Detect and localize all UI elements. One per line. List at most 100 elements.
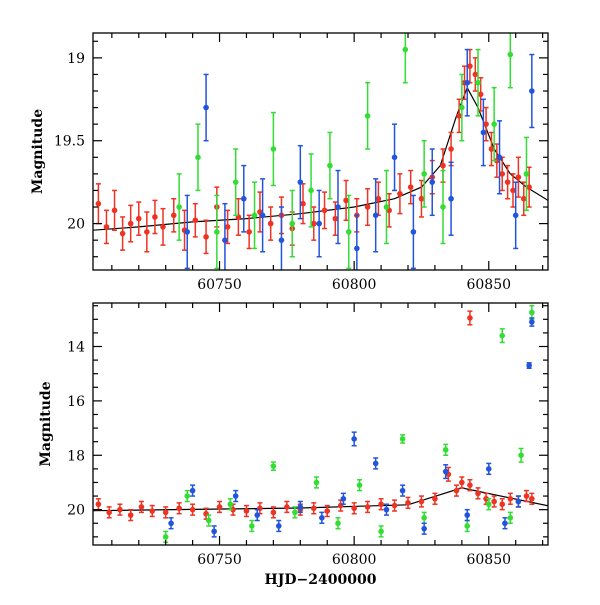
point-marker bbox=[440, 162, 446, 169]
x-tick-label: 60750 bbox=[197, 277, 242, 293]
data-point bbox=[391, 123, 398, 192]
point-marker bbox=[402, 46, 409, 53]
point-marker bbox=[95, 200, 102, 207]
data-point bbox=[421, 139, 427, 208]
point-marker bbox=[254, 512, 261, 518]
point-marker bbox=[510, 187, 516, 194]
data-point bbox=[518, 447, 524, 463]
point-marker bbox=[410, 229, 417, 235]
point-marker bbox=[429, 179, 436, 185]
data-point bbox=[502, 517, 508, 530]
point-marker bbox=[340, 495, 347, 502]
point-marker bbox=[477, 91, 484, 98]
point-marker bbox=[515, 498, 522, 505]
data-point bbox=[372, 457, 379, 470]
point-marker bbox=[275, 523, 282, 529]
point-marker bbox=[106, 509, 112, 516]
data-point bbox=[222, 202, 228, 270]
point-marker bbox=[259, 212, 266, 219]
data-point bbox=[211, 525, 217, 538]
data-point bbox=[205, 514, 212, 527]
data-point bbox=[512, 181, 519, 250]
data-point bbox=[480, 98, 487, 167]
data-point bbox=[184, 489, 191, 503]
point-marker bbox=[249, 523, 255, 529]
point-marker bbox=[222, 237, 228, 243]
data-point bbox=[464, 508, 471, 522]
point-marker bbox=[459, 479, 465, 486]
data-point bbox=[103, 209, 110, 245]
point-marker bbox=[195, 154, 201, 161]
data-point bbox=[467, 478, 473, 492]
series-green bbox=[176, 33, 530, 270]
point-marker bbox=[356, 482, 363, 488]
point-marker bbox=[270, 146, 277, 152]
point-marker bbox=[170, 212, 177, 219]
data-point bbox=[135, 201, 142, 236]
series-red bbox=[95, 466, 535, 522]
point-marker bbox=[375, 195, 382, 202]
data-point bbox=[292, 506, 298, 519]
data-point bbox=[321, 191, 328, 230]
data-point bbox=[515, 156, 522, 198]
data-point bbox=[144, 211, 150, 253]
data-point bbox=[432, 492, 438, 505]
plot-area bbox=[93, 33, 548, 270]
point-marker bbox=[397, 190, 403, 197]
data-point bbox=[491, 86, 497, 162]
data-point bbox=[442, 443, 449, 457]
data-point bbox=[510, 173, 516, 208]
data-point bbox=[203, 219, 209, 255]
point-marker bbox=[205, 517, 212, 524]
data-point bbox=[319, 511, 325, 524]
point-marker bbox=[211, 528, 217, 535]
data-point bbox=[472, 57, 479, 92]
data-point bbox=[149, 504, 156, 518]
point-marker bbox=[316, 220, 322, 227]
point-marker bbox=[203, 234, 209, 240]
point-marker bbox=[504, 179, 511, 185]
point-marker bbox=[496, 154, 503, 161]
data-point bbox=[399, 484, 406, 497]
point-marker bbox=[127, 220, 134, 227]
point-marker bbox=[364, 204, 371, 210]
point-marker bbox=[351, 436, 357, 442]
data-point bbox=[308, 153, 314, 228]
point-marker bbox=[292, 509, 298, 516]
data-point bbox=[475, 48, 481, 117]
point-marker bbox=[529, 495, 535, 502]
point-marker bbox=[464, 79, 471, 86]
point-marker bbox=[246, 229, 252, 235]
point-marker bbox=[453, 487, 460, 494]
point-marker bbox=[168, 520, 174, 527]
data-point bbox=[410, 194, 417, 270]
point-marker bbox=[278, 237, 285, 243]
point-marker bbox=[310, 220, 317, 227]
x-tick-label: 60800 bbox=[332, 552, 377, 568]
data-point bbox=[507, 492, 514, 505]
data-point bbox=[351, 431, 357, 447]
series-red bbox=[467, 310, 473, 326]
point-marker bbox=[499, 501, 506, 508]
point-marker bbox=[232, 179, 239, 185]
data-point bbox=[448, 161, 454, 236]
data-point bbox=[278, 206, 285, 270]
data-point bbox=[127, 508, 134, 522]
point-marker bbox=[529, 88, 535, 94]
point-marker bbox=[448, 146, 454, 152]
data-point bbox=[459, 476, 465, 489]
data-point bbox=[429, 148, 436, 217]
data-point bbox=[421, 511, 427, 524]
point-marker bbox=[456, 113, 462, 119]
data-point bbox=[289, 189, 296, 258]
point-marker bbox=[176, 204, 182, 210]
point-marker bbox=[189, 506, 196, 513]
point-marker bbox=[240, 195, 247, 202]
data-point bbox=[485, 498, 492, 511]
data-point bbox=[162, 506, 169, 519]
point-marker bbox=[308, 187, 314, 194]
x-tick-label: 60800 bbox=[332, 277, 377, 293]
x-axis-label: HJD−2400000 bbox=[265, 572, 377, 588]
